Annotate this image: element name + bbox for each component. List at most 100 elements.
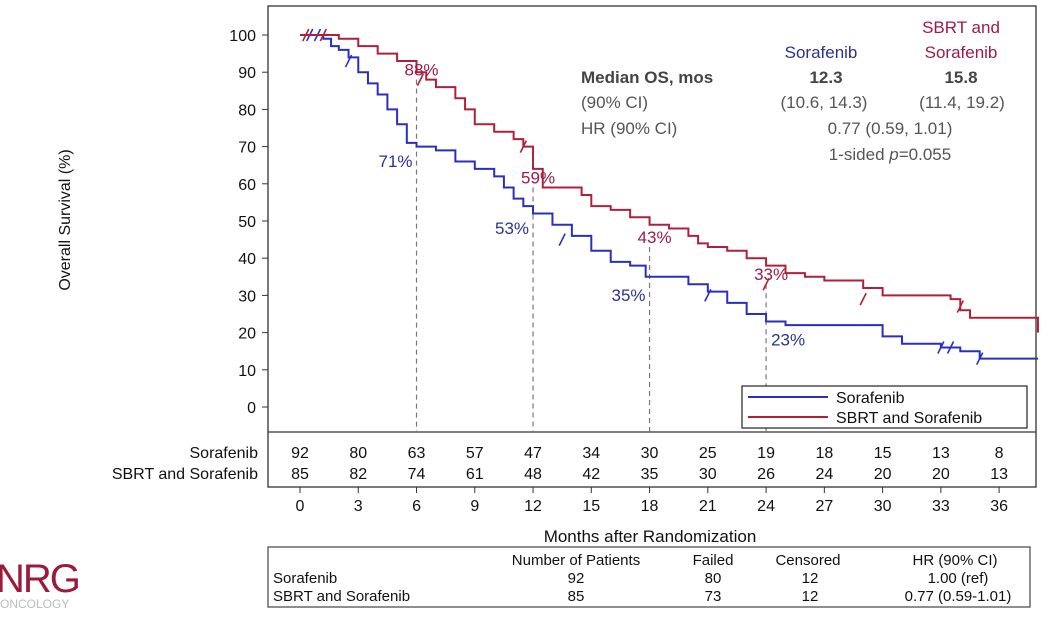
x-tick-label: 18: [641, 498, 659, 515]
at-risk-count: 26: [757, 466, 775, 483]
plot-frame: [267, 5, 1037, 488]
censor-mark: [975, 352, 984, 365]
x-tick-label: 9: [470, 498, 479, 515]
survival-annotation: 71%: [378, 152, 412, 171]
summary-row1-hr: 1.00 (ref): [928, 570, 989, 587]
summary-row2-censored: 12: [802, 588, 819, 605]
at-risk-label-sbrt: SBRT and Sorafenib: [112, 466, 258, 483]
at-risk-count: 63: [408, 445, 426, 462]
summary-header-hr: HR (90% CI): [912, 552, 997, 569]
stats-col2-header-1: SBRT and: [922, 18, 1000, 37]
at-risk-count: 74: [408, 466, 426, 483]
x-tick-label: 6: [412, 498, 421, 515]
summary-row1-censored: 12: [802, 570, 819, 587]
at-risk-count: 8: [995, 445, 1004, 462]
reference-lines: [415, 79, 767, 432]
stats-col2-header-2: Sorafenib: [925, 43, 998, 62]
median-label: Median OS, mos: [581, 68, 713, 87]
censor-mark: [704, 289, 712, 302]
hr-label: HR (90% CI): [581, 119, 677, 138]
summary-table: Number of Patients Failed Censored HR (9…: [267, 546, 1031, 608]
y-tick-label: 20: [238, 326, 256, 343]
x-tick-label: 24: [757, 498, 775, 515]
at-risk-count: 85: [291, 466, 309, 483]
median-sorafenib: 12.3: [809, 68, 842, 87]
x-tick-label: 12: [524, 498, 542, 515]
at-risk-count: 15: [874, 445, 892, 462]
y-tick-label: 80: [238, 102, 256, 119]
survival-annotation: 43%: [638, 228, 672, 247]
x-tick-label: 27: [815, 498, 833, 515]
at-risk-count: 57: [466, 445, 484, 462]
at-risk-count: 13: [932, 445, 950, 462]
x-tick-label: 0: [296, 498, 305, 515]
y-tick-label: 40: [238, 251, 256, 268]
at-risk-count: 18: [815, 445, 833, 462]
survival-annotation: 35%: [612, 286, 646, 305]
summary-row1-patients: 92: [568, 570, 585, 587]
y-tick-label: 100: [229, 28, 256, 45]
sbrt-curve: [300, 34, 1039, 333]
y-tick-label: 30: [238, 288, 256, 305]
summary-row2-failed: 73: [705, 588, 722, 605]
at-risk-count: 13: [990, 466, 1008, 483]
at-risk-count: 19: [757, 445, 775, 462]
censor-mark: [937, 341, 945, 354]
summary-header-censored: Censored: [775, 552, 840, 569]
censor-mark: [956, 300, 964, 313]
at-risk-count: 35: [641, 466, 659, 483]
y-tick-label: 0: [247, 400, 256, 417]
x-axis-label: Months after Randomization: [544, 527, 757, 546]
summary-row2-hr: 0.77 (0.59-1.01): [905, 588, 1012, 605]
censor-mark: [946, 341, 955, 354]
ci-sorafenib: (10.6, 14.3): [781, 93, 868, 112]
survival-annotation: 33%: [754, 265, 788, 284]
y-tick-label: 60: [238, 177, 256, 194]
summary-row2-arm: SBRT and Sorafenib: [273, 588, 410, 605]
survival-annotation: 59%: [521, 169, 555, 188]
hr-value: 0.77 (0.59, 1.01): [828, 119, 953, 138]
at-risk-count: 34: [582, 445, 600, 462]
summary-header-failed: Failed: [693, 552, 734, 569]
logo-subtext: ONCOLOGY: [0, 597, 69, 611]
sorafenib-curve: [300, 34, 1038, 360]
y-tick-label: 70: [238, 140, 256, 157]
at-risk-table: Sorafenib SBRT and Sorafenib 92 80 63 57 47 3…: [112, 445, 1008, 483]
y-tick-label: 90: [238, 65, 256, 82]
p-value: 1-sided p=0.055: [829, 145, 951, 164]
x-tick-label: 36: [990, 498, 1008, 515]
censor-mark: [519, 140, 528, 153]
stats-block: Sorafenib SBRT and Sorafenib Median OS, …: [581, 18, 1005, 164]
y-tick-label: 50: [238, 214, 256, 231]
censor-mark: [319, 28, 328, 42]
legend: Sorafenib SBRT and Sorafenib: [741, 385, 1028, 429]
summary-header-patients: Number of Patients: [512, 552, 640, 569]
survival-annotation: 53%: [495, 219, 529, 238]
nrg-logo: NRG ONCOLOGY: [0, 557, 81, 611]
summary-row1-failed: 80: [705, 570, 722, 587]
at-risk-count: 92: [291, 445, 309, 462]
survival-annotation: 23%: [771, 330, 805, 349]
x-tick-label: 30: [874, 498, 892, 515]
survival-annotation: 88%: [405, 61, 439, 80]
at-risk-count: 30: [641, 445, 659, 462]
at-risk-label-sorafenib: Sorafenib: [190, 445, 259, 462]
x-tick-label: 33: [932, 498, 950, 515]
at-risk-count: 20: [874, 466, 892, 483]
at-risk-count: 30: [699, 466, 717, 483]
y-axis-label: Overall Survival (%): [57, 149, 74, 290]
at-risk-count: 47: [524, 445, 542, 462]
at-risk-count: 82: [349, 466, 367, 483]
summary-row2-patients: 85: [568, 588, 585, 605]
censor-mark: [859, 292, 867, 306]
at-risk-count: 25: [699, 445, 717, 462]
censor-mark: [558, 233, 566, 246]
median-sbrt: 15.8: [944, 68, 977, 87]
annotations: 88% 71% 59% 53% 43% 35% 33% 23%: [378, 61, 805, 350]
at-risk-count: 80: [349, 445, 367, 462]
censor-mark: [416, 73, 425, 86]
censor-mark: [344, 54, 353, 68]
at-risk-count: 24: [815, 466, 833, 483]
